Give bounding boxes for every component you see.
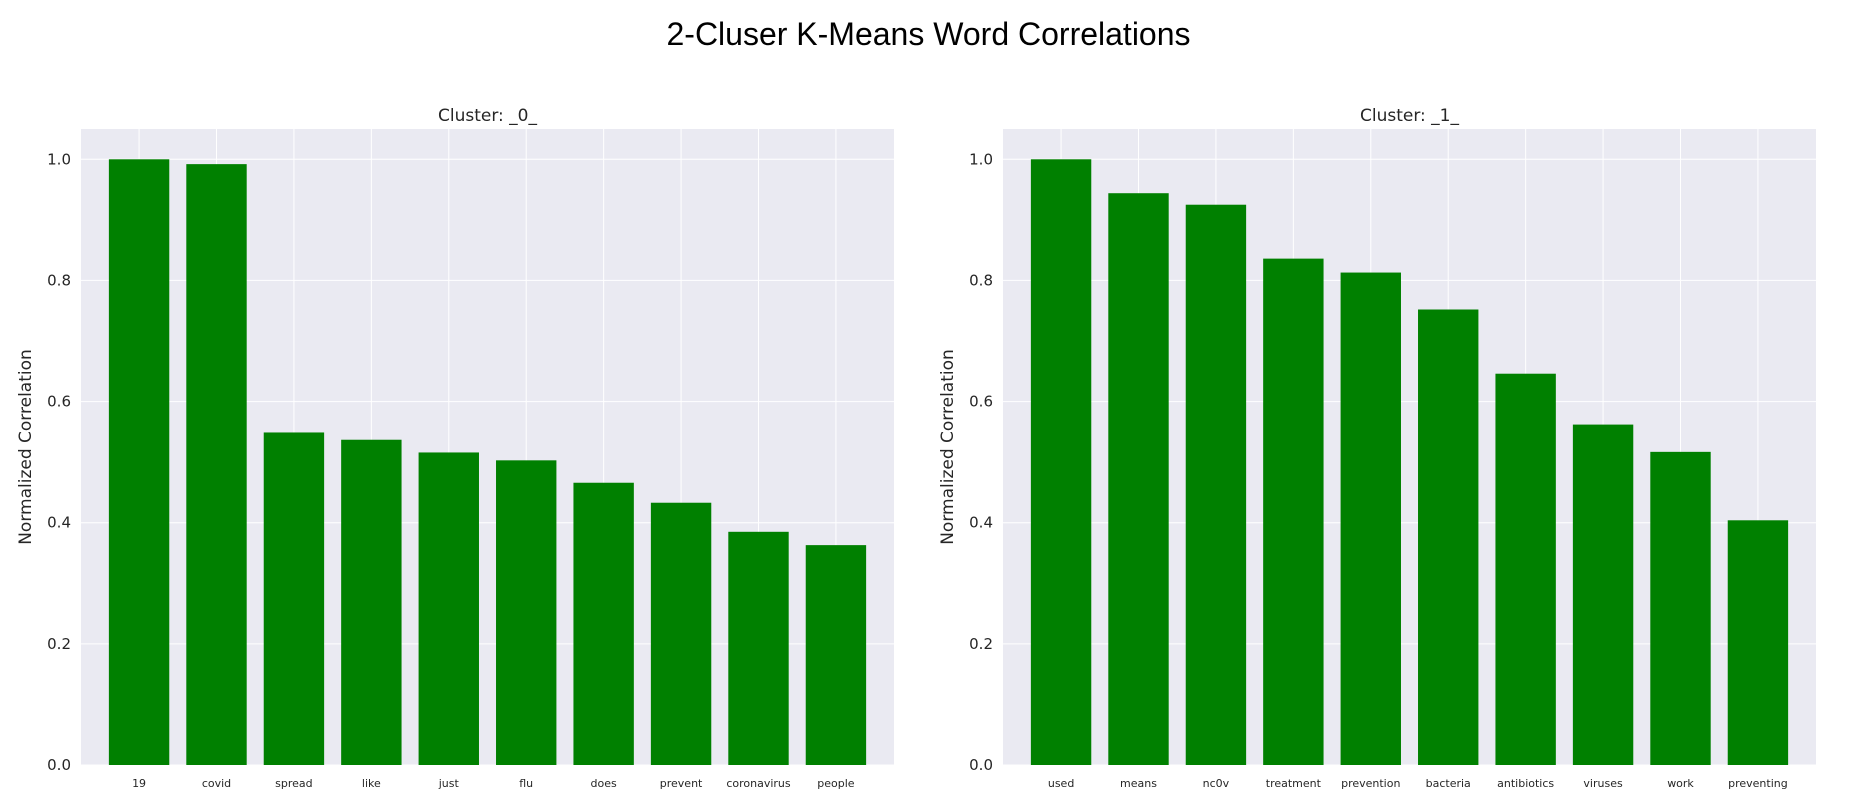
bar-spread [263,432,325,765]
y-tick-label: 0.2 [47,635,71,653]
x-tick-label: 19 [132,777,146,790]
bar-used [1030,159,1092,766]
x-tick-label: nc0v [1203,777,1230,790]
panel-title: Cluster: _1_ [1360,106,1459,126]
y-tick-label: 0.8 [969,271,993,289]
x-tick-label: means [1120,777,1157,790]
x-tick-label: used [1048,777,1074,790]
x-tick-label: prevention [1341,777,1400,790]
x-tick-label: covid [202,777,231,790]
x-tick-label: viruses [1583,777,1623,790]
y-tick-label: 0.6 [969,393,993,411]
x-tick-label: bacteria [1426,777,1471,790]
y-tick-label: 0.0 [47,756,71,774]
x-tick-label: flu [519,777,533,790]
y-tick-label: 0.6 [47,393,71,411]
x-tick-label: does [591,777,617,790]
bar-viruses [1572,424,1634,765]
bar-does [573,482,634,765]
x-tick-label: people [817,777,855,790]
y-tick-label: 0.0 [969,756,993,774]
figure-title: 2-Cluser K-Means Word Correlations [666,16,1191,52]
y-tick-label: 0.4 [47,514,71,532]
bar-antibiotics [1495,373,1556,765]
chart-panel-1: 0.0 0.2 0.4 0.6 0.8 1.0 used means nc0v treatment… [938,106,1816,790]
y-axis-label: Normalized Correlation [16,349,36,545]
panel-title: Cluster: _0_ [438,106,537,126]
bar-bacteria [1418,309,1479,765]
bar-work [1650,451,1711,765]
bar-flu [496,460,557,765]
bar-covid [186,164,247,766]
bar-prevent [650,502,712,765]
x-tick-label: work [1667,777,1694,790]
bar-people [805,545,867,765]
bar-prevention [1340,272,1401,765]
x-tick-label: prevent [660,777,703,790]
bar-just [418,452,479,765]
y-tick-label: 0.4 [969,514,993,532]
y-tick-label: 1.0 [969,150,993,168]
x-tick-label: like [362,777,381,790]
x-tick-label: spread [275,777,313,790]
x-tick-label: just [438,777,460,790]
bar-coronavirus [728,531,789,765]
y-axis-label: Normalized Correlation [938,349,958,545]
bar-preventing [1727,520,1789,765]
y-tick-label: 0.2 [969,635,993,653]
bar-treatment [1263,258,1324,765]
chart-panel-0: 0.0 0.2 0.4 0.6 0.8 1.0 19 covid spread like just f… [16,106,894,790]
bar-nc0v [1185,204,1247,765]
bar-like [341,439,402,765]
bar-means [1108,193,1169,766]
x-tick-label: coronavirus [726,777,791,790]
x-tick-label: preventing [1728,777,1788,790]
x-tick-label: antibiotics [1497,777,1554,790]
y-tick-label: 0.8 [47,271,71,289]
x-tick-label: treatment [1266,777,1322,790]
bar-19 [108,159,170,766]
y-tick-label: 1.0 [47,150,71,168]
